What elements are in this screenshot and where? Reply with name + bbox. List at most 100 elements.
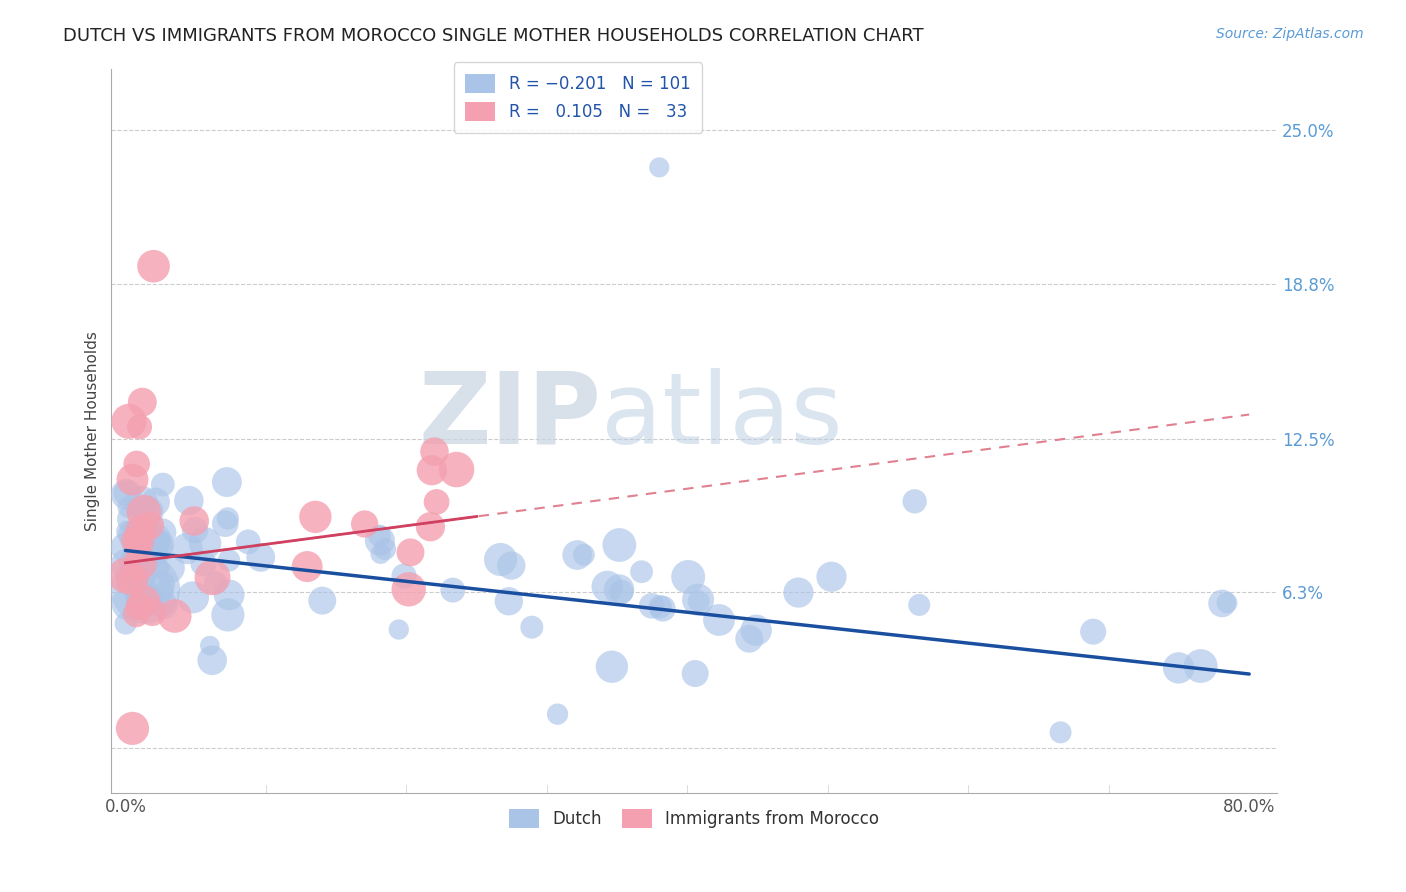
Point: [129, 524, 152, 538]
Point: [131, 570, 153, 584]
Point: [193, 557, 215, 571]
Point: [145, 495, 167, 509]
Point: [547, 707, 569, 722]
Point: [117, 597, 139, 611]
Point: [149, 537, 172, 551]
Point: [131, 395, 153, 409]
Point: [124, 533, 146, 548]
Point: [1049, 725, 1071, 739]
Point: [489, 552, 512, 566]
Point: [129, 495, 152, 509]
Point: [115, 487, 138, 501]
Text: DUTCH VS IMMIGRANTS FROM MOROCCO SINGLE MOTHER HOUSEHOLDS CORRELATION CHART: DUTCH VS IMMIGRANTS FROM MOROCCO SINGLE …: [63, 27, 924, 45]
Point: [648, 599, 671, 614]
Point: [127, 583, 149, 598]
Point: [148, 560, 170, 574]
Point: [1167, 661, 1189, 675]
Point: [128, 420, 150, 434]
Point: [217, 511, 239, 525]
Point: [567, 548, 589, 562]
Point: [114, 541, 136, 555]
Point: [600, 659, 623, 673]
Point: [128, 557, 150, 571]
Point: [787, 585, 810, 599]
Point: [177, 493, 200, 508]
Point: [572, 548, 595, 562]
Point: [115, 568, 138, 582]
Point: [688, 594, 710, 608]
Point: [446, 462, 468, 476]
Point: [399, 545, 422, 559]
Point: [368, 533, 391, 548]
Point: [114, 616, 136, 631]
Point: [420, 463, 443, 477]
Point: [152, 577, 174, 591]
Point: [129, 591, 152, 606]
Point: [1189, 659, 1212, 673]
Point: [738, 632, 761, 646]
Point: [125, 457, 148, 471]
Point: [908, 598, 931, 612]
Point: [128, 599, 150, 614]
Point: [215, 475, 238, 489]
Text: Source: ZipAtlas.com: Source: ZipAtlas.com: [1216, 27, 1364, 41]
Point: [707, 613, 730, 627]
Point: [128, 533, 150, 548]
Point: [118, 414, 141, 428]
Point: [122, 564, 145, 578]
Point: [610, 585, 633, 599]
Point: [238, 534, 260, 549]
Point: [368, 529, 391, 543]
Point: [249, 550, 271, 565]
Point: [142, 536, 165, 550]
Point: [122, 538, 145, 552]
Point: [683, 666, 706, 681]
Point: [146, 541, 169, 555]
Point: [607, 582, 630, 597]
Point: [423, 444, 446, 458]
Point: [139, 518, 162, 533]
Point: [686, 592, 709, 607]
Point: [184, 523, 207, 537]
Point: [121, 573, 143, 587]
Point: [132, 550, 155, 565]
Point: [121, 722, 143, 736]
Point: [142, 547, 165, 561]
Point: [218, 588, 240, 602]
Point: [198, 639, 221, 653]
Point: [121, 473, 143, 487]
Point: [122, 576, 145, 591]
Point: [142, 259, 165, 273]
Point: [141, 605, 163, 619]
Point: [121, 528, 143, 542]
Point: [122, 530, 145, 544]
Point: [150, 525, 173, 540]
Point: [218, 553, 240, 567]
Point: [1083, 624, 1105, 639]
Point: [304, 509, 326, 524]
Point: [441, 583, 464, 598]
Point: [134, 582, 156, 597]
Point: [392, 569, 415, 583]
Point: [398, 582, 420, 597]
Point: [125, 607, 148, 621]
Point: [138, 591, 160, 605]
Point: [520, 620, 543, 634]
Point: [153, 584, 176, 599]
Point: [117, 500, 139, 515]
Point: [214, 516, 236, 531]
Point: [596, 580, 619, 594]
Point: [820, 570, 842, 584]
Point: [295, 559, 318, 574]
Point: [152, 477, 174, 491]
Point: [141, 528, 163, 542]
Point: [115, 486, 138, 500]
Point: [630, 565, 652, 579]
Point: [128, 582, 150, 596]
Point: [163, 609, 186, 624]
Point: [201, 570, 224, 584]
Point: [426, 495, 449, 509]
Point: [136, 505, 159, 519]
Legend: Dutch, Immigrants from Morocco: Dutch, Immigrants from Morocco: [502, 803, 886, 835]
Point: [128, 543, 150, 558]
